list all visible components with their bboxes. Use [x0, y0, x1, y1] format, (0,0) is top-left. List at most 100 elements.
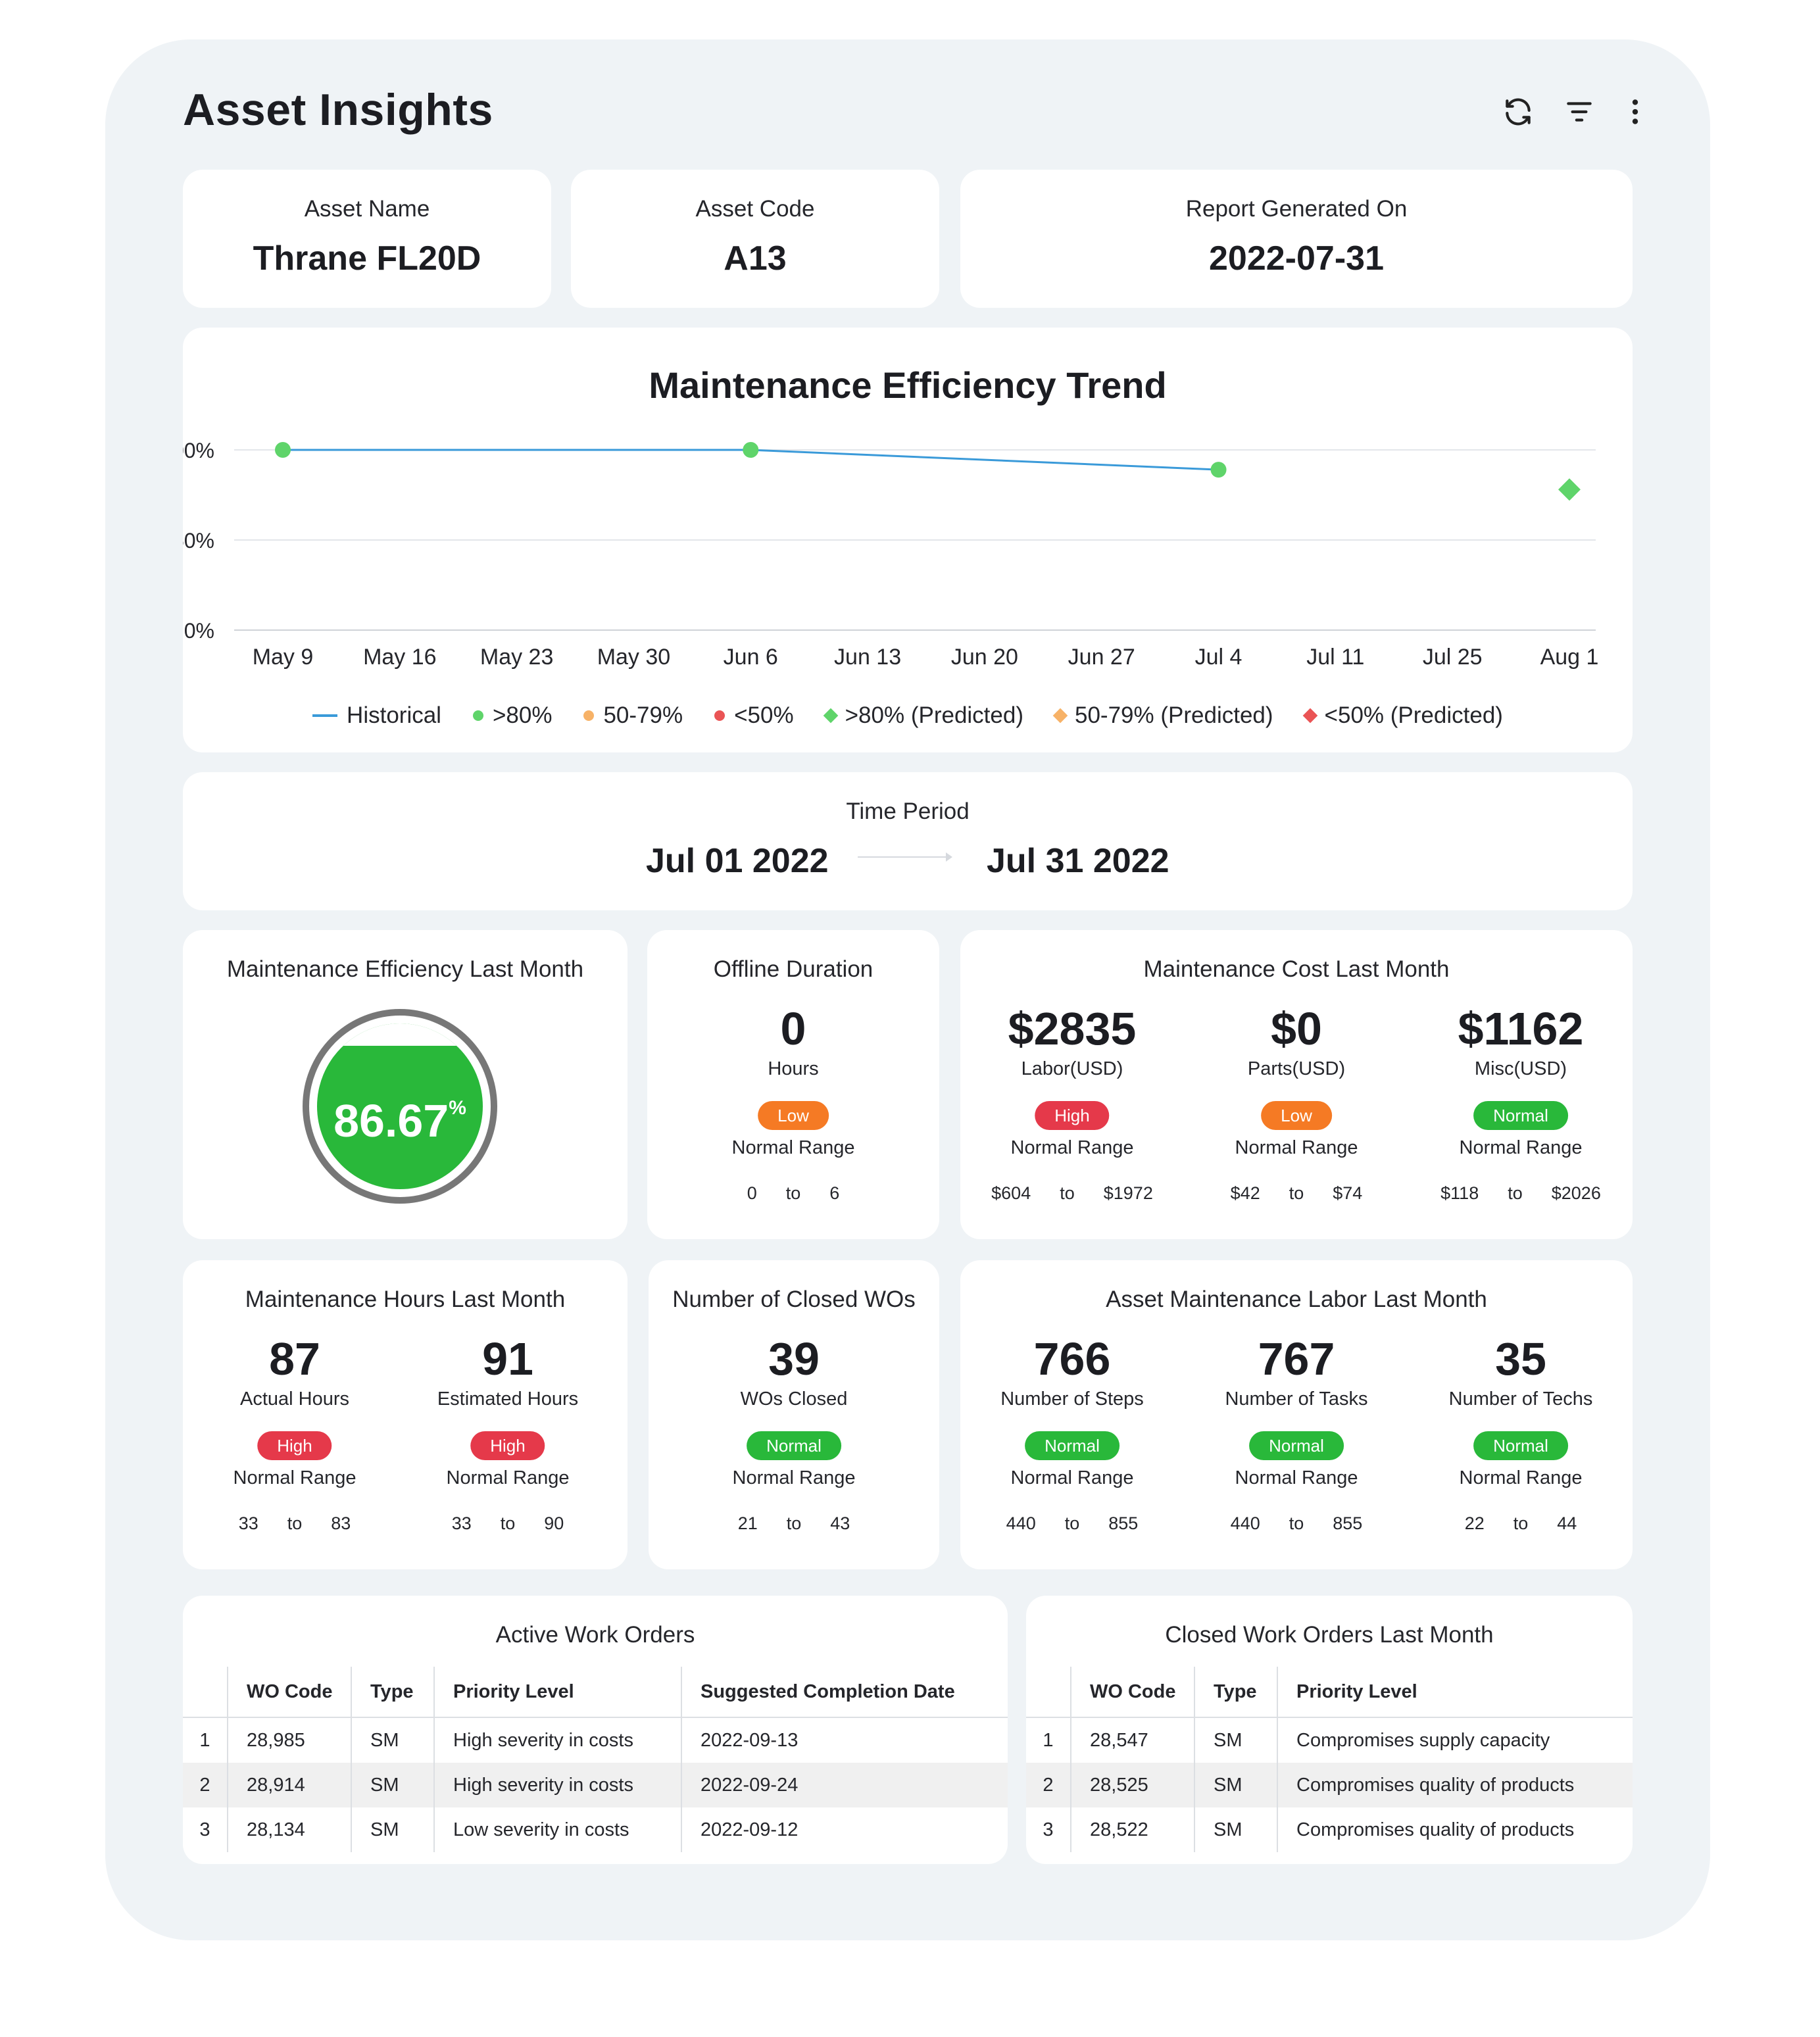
dashboard-panel: Asset Insights Asset Name Thrane FL20D A… — [105, 39, 1710, 1940]
column-header[interactable]: Type — [351, 1667, 434, 1718]
active-work-orders-table: WO Code Type Priority Level Suggested Co… — [183, 1667, 1008, 1852]
legend-item[interactable]: >80% — [472, 702, 552, 729]
legend-item[interactable]: <50% — [714, 702, 794, 729]
column-header[interactable]: WO Code — [227, 1667, 351, 1718]
normal-range: 440 to 855 — [1185, 1513, 1408, 1534]
offline-duration-title: Offline Duration — [713, 956, 873, 982]
column-header[interactable]: Priority Level — [1277, 1667, 1633, 1718]
completion-date: 2022-09-24 — [681, 1763, 1008, 1807]
range-min: $604 — [991, 1183, 1031, 1203]
metric-value: $0 — [1271, 1003, 1322, 1054]
metric-unit: Parts(USD) — [1247, 1058, 1346, 1079]
predicted-point — [1558, 478, 1581, 501]
metric-value: 35 — [1495, 1333, 1546, 1385]
range-min: 33 — [451, 1513, 472, 1533]
row-index: 2 — [183, 1763, 228, 1807]
status-badge: Normal — [1249, 1431, 1344, 1460]
y-tick-label: 0% — [184, 619, 214, 643]
legend-swatch — [1052, 708, 1068, 724]
time-period-end: Jul 31 2022 — [987, 842, 1169, 880]
row-index: 1 — [1043, 1729, 1054, 1751]
maintenance-cost-title: Maintenance Cost Last Month — [1143, 956, 1450, 982]
time-period-label: Time Period — [846, 798, 970, 824]
range-min: $42 — [1230, 1183, 1260, 1203]
legend-item[interactable]: <50% (Predicted) — [1302, 702, 1503, 729]
column-header[interactable]: Priority Level — [433, 1667, 681, 1718]
y-tick-label: 100% — [183, 439, 214, 462]
filter-icon[interactable] — [1560, 92, 1599, 132]
closed-work-orders-table: WO Code Type Priority Level 1 28,547 SM … — [1026, 1667, 1633, 1852]
normal-range: $118 to $2026 — [1409, 1183, 1633, 1204]
range-to: to — [1513, 1513, 1529, 1533]
metric-value: 767 — [1258, 1333, 1335, 1385]
table-row[interactable]: 3 28,134 SM Low severity in costs 2022-0… — [183, 1807, 1008, 1852]
asset-name-card: Asset Name Thrane FL20D — [183, 170, 551, 308]
x-tick-label: Jun 6 — [724, 645, 778, 670]
column-header[interactable]: Suggested Completion Date — [681, 1667, 1008, 1718]
column-header[interactable]: Type — [1194, 1667, 1277, 1718]
legend-swatch — [472, 710, 483, 721]
range-max: $1972 — [1103, 1183, 1153, 1203]
legend-swatch — [1302, 708, 1317, 724]
table-row[interactable]: 1 28,985 SM High severity in costs 2022-… — [183, 1717, 1008, 1763]
range-max: 6 — [829, 1183, 840, 1203]
range-min: $118 — [1440, 1183, 1479, 1203]
range-to: to — [1508, 1183, 1523, 1203]
table-row[interactable]: 2 28,525 SM Compromises quality of produ… — [1026, 1763, 1633, 1807]
legend-swatch — [823, 708, 838, 724]
metric-unit: Labor(USD) — [1021, 1058, 1123, 1079]
wo-type: SM — [351, 1763, 434, 1807]
range-to: to — [786, 1513, 802, 1533]
x-tick-label: Jun 13 — [834, 645, 901, 670]
normal-range-label: Normal Range — [1459, 1467, 1583, 1488]
status-badge: High — [257, 1431, 332, 1460]
x-tick-label: Jun 20 — [951, 645, 1018, 670]
legend-item[interactable]: 50-79% (Predicted) — [1052, 702, 1273, 729]
chart-legend: Historical >80% 50-79% <50% >80% (Predicted)… — [183, 702, 1633, 729]
legend-label: <50% — [734, 702, 794, 728]
column-header[interactable] — [183, 1667, 228, 1718]
x-tick-label: Jul 11 — [1306, 645, 1364, 670]
row-index: 2 — [1026, 1763, 1071, 1807]
status-badge: Low — [1261, 1101, 1332, 1130]
efficiency-last-month-title: Maintenance Efficiency Last Month — [226, 956, 584, 982]
table-row[interactable]: 3 28,522 SM Compromises quality of produ… — [1026, 1807, 1633, 1852]
status-badge: High — [470, 1431, 545, 1460]
legend-label: <50% (Predicted) — [1324, 702, 1503, 728]
status-badge: Low — [758, 1101, 829, 1130]
table-row[interactable]: 1 28,547 SM Compromises supply capacity — [1026, 1717, 1633, 1763]
normal-range: $42 to $74 — [1185, 1183, 1408, 1204]
x-tick-label: Aug 1 — [1540, 645, 1599, 670]
offline-unit: Hours — [768, 1058, 819, 1079]
legend-item[interactable]: Historical — [312, 702, 441, 729]
priority-level: Compromises quality of products — [1277, 1763, 1633, 1807]
table-row[interactable]: 2 28,914 SM High severity in costs 2022-… — [183, 1763, 1008, 1807]
column-header[interactable]: WO Code — [1070, 1667, 1194, 1718]
metric-value: $2835 — [1008, 1003, 1137, 1054]
legend-item[interactable]: 50-79% — [583, 702, 683, 729]
efficiency-value: 86.67% — [333, 1095, 466, 1146]
refresh-icon[interactable] — [1498, 92, 1538, 132]
range-max: 83 — [331, 1513, 351, 1533]
status-badge: Normal — [1025, 1431, 1119, 1460]
wo-type: SM — [1194, 1717, 1277, 1763]
report-date-card: Report Generated On 2022-07-31 — [960, 170, 1633, 308]
column-header[interactable] — [1026, 1667, 1071, 1718]
range-max: 44 — [1557, 1513, 1577, 1533]
range-to: to — [785, 1183, 801, 1203]
closed-wos-title: Number of Closed WOs — [672, 1287, 916, 1312]
legend-item[interactable]: >80% (Predicted) — [823, 702, 1023, 729]
legend-swatch — [583, 710, 595, 721]
asset-name-value: Thrane FL20D — [253, 239, 481, 278]
metric-unit: Actual Hours — [239, 1388, 349, 1410]
normal-range: 33 to 83 — [183, 1513, 406, 1534]
legend-label: >80% (Predicted) — [845, 702, 1023, 728]
metric-value: 87 — [269, 1333, 320, 1385]
more-vertical-icon[interactable] — [1615, 92, 1655, 132]
metric-value: 91 — [482, 1333, 533, 1385]
page-title: Asset Insights — [183, 85, 493, 135]
maintenance-hours-title: Maintenance Hours Last Month — [245, 1287, 566, 1312]
x-tick-label: Jun 27 — [1068, 645, 1135, 670]
normal-range: 440 to 855 — [960, 1513, 1184, 1534]
efficiency-gauge: 86.67% — [303, 1009, 497, 1204]
